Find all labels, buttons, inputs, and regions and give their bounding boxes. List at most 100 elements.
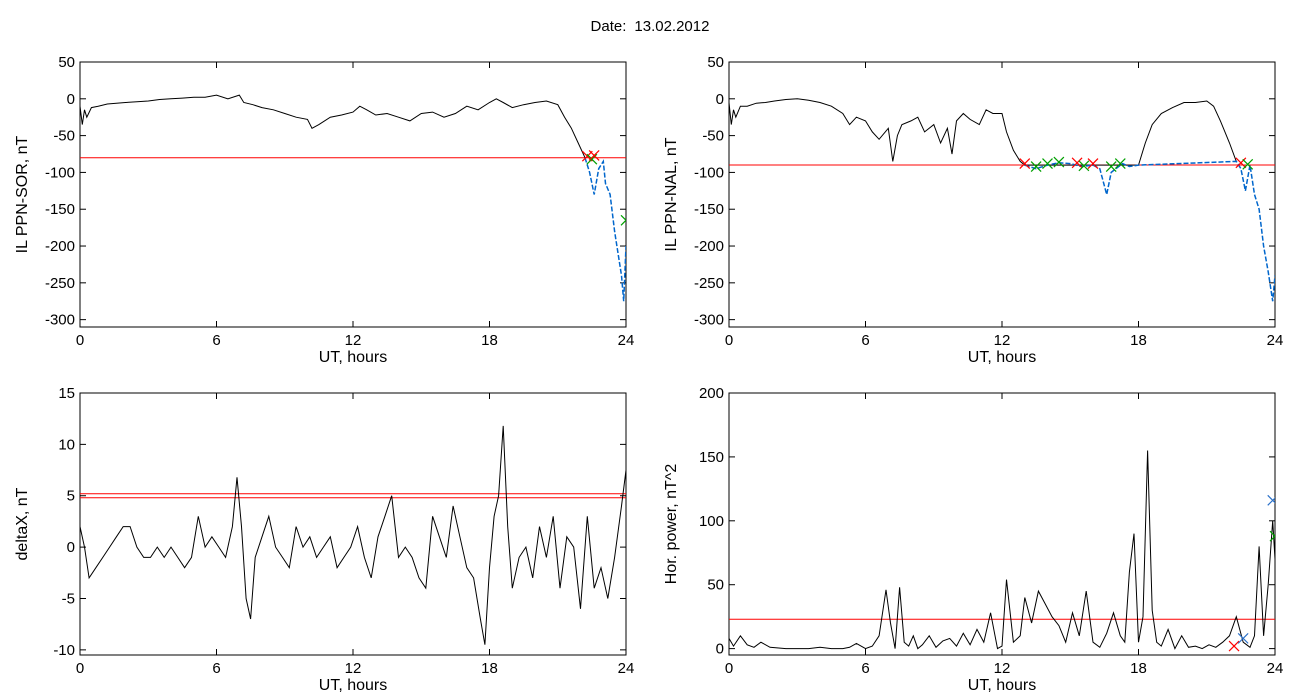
plot-frame xyxy=(79,392,627,656)
event-marker xyxy=(1235,157,1247,169)
plot-data xyxy=(729,98,1275,302)
y-tick-label: -300 xyxy=(694,312,724,329)
x-tick-label: 0 xyxy=(725,660,733,677)
y-tick-label: -10 xyxy=(53,642,75,659)
event-marker xyxy=(1087,158,1099,170)
date-value: 13.02.2012 xyxy=(634,18,710,35)
y-tick-label: -250 xyxy=(45,275,75,292)
x-tick-label: 12 xyxy=(345,660,362,677)
chart-panel-3: 0 6 12 18 24 15 10 5 0 -5 -10 UT, hours deltaX, nT xyxy=(14,385,634,694)
date-label: Date: xyxy=(590,18,627,35)
series-line xyxy=(729,98,1237,166)
plot-data xyxy=(80,94,626,302)
page-title: Date: 13.02.2012 xyxy=(0,18,1300,35)
x-tick-label: 18 xyxy=(481,660,498,677)
event-marker-stroke xyxy=(1269,530,1275,537)
x-tick-label: 18 xyxy=(1130,660,1147,677)
y-tick-label: -150 xyxy=(694,201,724,218)
y-tick-label: 50 xyxy=(58,54,75,71)
x-tick-label: 6 xyxy=(861,660,869,677)
y-tick-label: -200 xyxy=(45,238,75,255)
y-tick-label: 0 xyxy=(716,91,724,108)
event-marker-stroke xyxy=(1042,158,1053,170)
x-tick-label: 12 xyxy=(345,332,362,349)
highlight-line xyxy=(1024,160,1275,302)
y-tick-label: 0 xyxy=(67,91,75,108)
event-marker-stroke xyxy=(1053,156,1065,168)
event-marker-stroke xyxy=(581,150,593,162)
y-tick-label: -150 xyxy=(45,201,75,218)
x-tick-label: 24 xyxy=(618,332,635,349)
y-tick-label: 0 xyxy=(716,641,724,658)
chart-panel-4: 0 6 12 18 24 200 150 100 50 0 UT, hours Hor. power,… xyxy=(663,385,1283,694)
x-axis-label: UT, hours xyxy=(968,349,1036,366)
series-line xyxy=(80,425,626,645)
x-tick-label: 0 xyxy=(725,332,733,349)
y-tick-label: 100 xyxy=(699,513,724,530)
x-tick-label: 24 xyxy=(1267,332,1284,349)
x-tick-label: 18 xyxy=(1130,332,1147,349)
event-marker xyxy=(1105,161,1117,172)
event-marker-stroke xyxy=(1242,158,1254,170)
y-axis-label: IL PPN-NAL, nT xyxy=(663,137,680,251)
event-marker xyxy=(1071,157,1083,169)
event-marker xyxy=(1053,156,1065,168)
plot-data xyxy=(729,450,1275,652)
plot-data xyxy=(80,425,626,645)
event-marker xyxy=(586,153,598,165)
y-tick-label: 50 xyxy=(707,54,724,71)
event-marker-stroke xyxy=(1228,640,1240,652)
x-tick-label: 0 xyxy=(76,332,84,349)
event-marker-stroke xyxy=(1071,157,1083,169)
series-line xyxy=(80,94,586,158)
chart-panel-2: 0 6 12 18 24 50 0 -50 -100 -150 -200 -250 -300 UT, ho… xyxy=(663,54,1283,366)
event-marker-stroke xyxy=(1235,157,1247,169)
plot-frame xyxy=(728,392,1276,656)
event-marker xyxy=(1242,158,1254,170)
x-tick-label: 6 xyxy=(212,332,220,349)
y-tick-label: -250 xyxy=(694,275,724,292)
event-marker-stroke xyxy=(1019,158,1031,170)
event-marker-stroke xyxy=(1105,161,1117,172)
event-marker-stroke xyxy=(1078,160,1090,172)
event-marker xyxy=(620,214,626,226)
x-tick-label: 6 xyxy=(212,660,220,677)
y-tick-label: -50 xyxy=(702,128,724,145)
y-axis-label: IL PPN-SOR, nT xyxy=(14,135,31,253)
x-tick-label: 18 xyxy=(481,332,498,349)
x-tick-label: 24 xyxy=(1267,660,1284,677)
event-marker-stroke xyxy=(1114,158,1126,170)
x-axis-label: UT, hours xyxy=(319,677,387,694)
event-marker xyxy=(1030,161,1042,172)
event-marker xyxy=(588,150,600,161)
event-marker xyxy=(1267,494,1275,506)
y-tick-label: 0 xyxy=(67,539,75,556)
event-marker xyxy=(1228,640,1240,652)
y-tick-label: 200 xyxy=(699,385,724,402)
x-axis-label: UT, hours xyxy=(319,349,387,366)
event-marker-stroke xyxy=(588,150,600,161)
event-marker xyxy=(1269,530,1275,542)
y-tick-label: -100 xyxy=(694,164,724,181)
plot-frame xyxy=(728,61,1276,328)
y-tick-label: 50 xyxy=(707,577,724,594)
y-tick-label: 150 xyxy=(699,449,724,466)
y-tick-label: 15 xyxy=(58,385,75,402)
event-marker-stroke xyxy=(1237,632,1249,644)
y-tick-label: -200 xyxy=(694,238,724,255)
y-tick-label: 10 xyxy=(58,436,75,453)
x-tick-label: 12 xyxy=(994,660,1011,677)
event-marker-stroke xyxy=(620,219,626,226)
y-axis-label: Hor. power, nT^2 xyxy=(663,464,680,585)
x-axis-label: UT, hours xyxy=(968,677,1036,694)
event-marker xyxy=(1019,158,1031,170)
chart-panel-1: 0 6 12 18 24 50 0 -50 -100 -150 -200 -250 -300 UT, ho… xyxy=(14,54,634,366)
x-tick-label: 12 xyxy=(994,332,1011,349)
event-marker xyxy=(1114,158,1126,170)
y-tick-label: -50 xyxy=(53,128,75,145)
event-marker xyxy=(1237,632,1249,644)
event-marker-stroke xyxy=(1030,161,1042,172)
y-tick-label: -100 xyxy=(45,164,75,181)
y-tick-label: -5 xyxy=(62,590,75,607)
